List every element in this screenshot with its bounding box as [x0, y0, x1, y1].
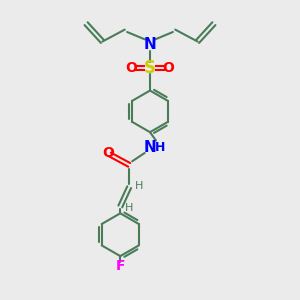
Text: H: H: [134, 181, 143, 191]
Text: H: H: [124, 203, 133, 213]
Text: N: N: [144, 140, 156, 154]
Text: O: O: [103, 146, 114, 160]
Text: N: N: [144, 37, 156, 52]
Text: F: F: [116, 259, 125, 273]
Text: O: O: [126, 61, 137, 75]
Text: H: H: [155, 140, 166, 154]
Text: S: S: [144, 59, 156, 77]
Text: O: O: [163, 61, 174, 75]
